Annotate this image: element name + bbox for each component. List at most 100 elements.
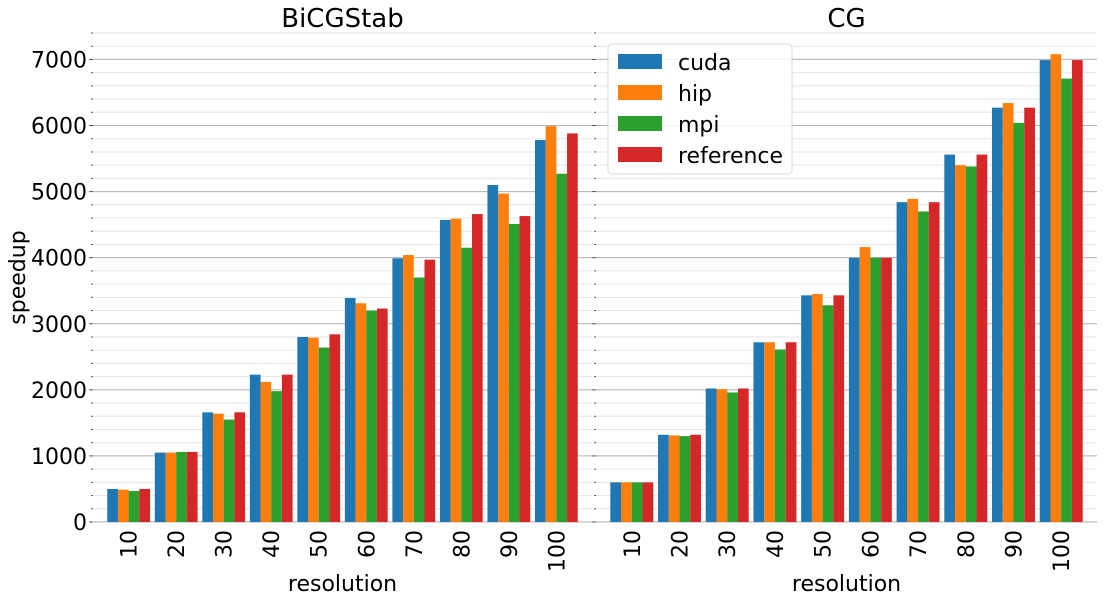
y-axis-label: speedup: [6, 230, 31, 324]
bar-mpi-20: [176, 451, 187, 522]
bar-reference-90: [1024, 107, 1035, 523]
y-tick-label: 5000: [31, 181, 87, 206]
legend-swatch-hip: [618, 85, 662, 100]
bar-mpi-90: [508, 223, 520, 522]
x-tick-label: 40: [764, 530, 789, 558]
bar-reference-20: [690, 434, 701, 522]
bar-hip-20: [668, 435, 680, 522]
x-tick-label: 80: [955, 530, 980, 558]
bar-hip-70: [403, 255, 414, 522]
bar-hip-10: [117, 489, 129, 522]
x-tick-label: 80: [450, 530, 475, 558]
panels: 0 1000 2000 3000 4000 5000 6000 7000 10 20 30 40 50 6…: [31, 4, 1097, 597]
bar-cuda-80: [944, 154, 956, 522]
bar-mpi-80: [965, 166, 977, 523]
bar-mpi-70: [413, 277, 425, 522]
bar-hip-20: [165, 452, 177, 522]
bar-reference-30: [737, 388, 749, 522]
bar-reference-100: [1071, 60, 1083, 523]
y-tick-label: 4000: [31, 247, 87, 272]
x-tick-label: 20: [165, 530, 190, 558]
bar-hip-80: [955, 165, 966, 522]
series-reference: [642, 60, 1083, 523]
bar-hip-40: [764, 342, 775, 522]
bar-hip-90: [1002, 103, 1014, 523]
bar-reference-50: [833, 295, 845, 522]
x-tick-label: 40: [260, 530, 285, 558]
bar-cuda-60: [344, 297, 356, 522]
series-cuda: [107, 140, 546, 523]
bar-hip-40: [260, 381, 272, 522]
bar-cuda-100: [1039, 60, 1051, 523]
legend-swatch-reference: [618, 147, 662, 162]
bar-mpi-50: [822, 305, 834, 522]
y-tick-label: 0: [73, 511, 87, 536]
panel-cg: 10 20 30 40 50 60 70 80 90 100 resolution CG: [592, 4, 1097, 597]
bar-mpi-100: [1061, 78, 1072, 522]
bar-reference-20: [186, 451, 198, 522]
bar-hip-90: [498, 193, 509, 522]
bar-cuda-60: [848, 257, 860, 522]
bar-cuda-40: [753, 342, 765, 522]
bar-cuda-30: [705, 388, 717, 522]
bar-reference-10: [139, 488, 151, 522]
bar-mpi-30: [727, 392, 738, 522]
legend-box: [607, 43, 793, 175]
bar-hip-100: [545, 126, 557, 523]
bar-reference-60: [881, 257, 892, 522]
x-tick-label: 70: [907, 530, 932, 558]
x-axis-label: resolution: [792, 572, 901, 597]
legend-label-reference: reference: [678, 144, 783, 169]
panel-title: CG: [827, 4, 865, 34]
bar-reference-80: [976, 154, 988, 522]
bar-reference-40: [785, 342, 797, 522]
bar-cuda-90: [992, 107, 1003, 523]
x-tick-label: 60: [355, 530, 380, 558]
bar-cuda-50: [297, 336, 309, 522]
bar-mpi-30: [223, 419, 235, 522]
x-tick-label: 70: [403, 530, 428, 558]
y-tick-label: 3000: [31, 313, 87, 338]
bar-hip-10: [621, 482, 632, 522]
bar-hip-60: [355, 303, 367, 522]
bar-mpi-10: [128, 490, 140, 522]
bar-reference-70: [424, 259, 436, 522]
y-tick-label: 6000: [31, 115, 87, 140]
series-hip: [621, 54, 1062, 523]
bar-cuda-10: [610, 482, 622, 522]
legend-label-mpi: mpi: [678, 113, 720, 138]
series-reference: [139, 133, 578, 523]
bar-cuda-10: [107, 488, 118, 522]
bar-reference-60: [376, 308, 388, 522]
x-tick-label: 100: [545, 530, 570, 572]
x-tick-label: 30: [716, 530, 741, 558]
bar-hip-70: [907, 198, 919, 523]
bar-hip-30: [716, 389, 728, 522]
legend-label-hip: hip: [678, 82, 712, 107]
bar-mpi-10: [631, 482, 643, 522]
bar-reference-90: [519, 216, 531, 523]
y-tick-label: 7000: [31, 48, 87, 73]
bar-cuda-70: [392, 258, 404, 522]
bar-mpi-40: [774, 349, 786, 522]
x-tick-label: 90: [1003, 530, 1028, 558]
x-tick-label: 60: [859, 530, 884, 558]
bar-hip-30: [213, 413, 224, 522]
panel-bicgstab: 0 1000 2000 3000 4000 5000 6000 7000 10 20 30 40 50 6…: [31, 4, 592, 597]
bar-cuda-20: [658, 434, 669, 522]
bar-mpi-70: [918, 211, 929, 523]
bar-reference-10: [642, 482, 654, 522]
y-tick-label: 2000: [31, 379, 87, 404]
bar-hip-50: [811, 294, 823, 522]
legend-swatch-cuda: [618, 54, 662, 69]
bar-cuda-30: [202, 412, 213, 522]
x-tick-label: 90: [498, 530, 523, 558]
bar-mpi-90: [1013, 122, 1025, 523]
series-mpi: [631, 78, 1072, 523]
bar-mpi-100: [556, 173, 568, 522]
bar-reference-30: [234, 412, 246, 522]
bar-hip-100: [1050, 54, 1062, 523]
bar-mpi-80: [461, 247, 472, 522]
x-tick-label: 30: [213, 530, 238, 558]
bar-reference-70: [928, 202, 940, 523]
